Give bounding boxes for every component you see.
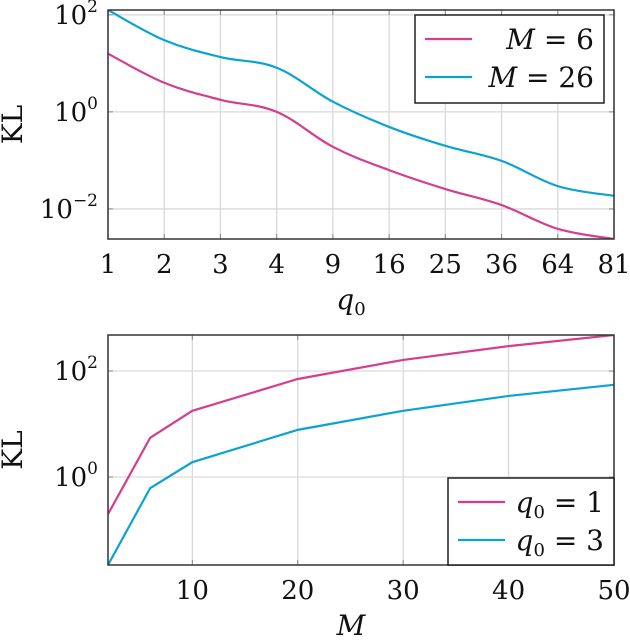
x-tick-label: 20 <box>281 576 314 606</box>
axes-frame <box>107 9 615 240</box>
series-line-2 <box>108 10 614 197</box>
legend: M = 6 M = 26 <box>414 14 605 104</box>
chart-1: 1 2 3 4 9 16 25 36 64 81 102 100 10−2 KL q0 M = 6 M = 26 <box>0 0 630 320</box>
series-line-2 <box>108 383 614 565</box>
legend-label: q0 = 3 <box>516 524 604 561</box>
legend: q0 = 1q0 = 3 <box>447 477 615 566</box>
x-tick-label: 64 <box>541 250 574 280</box>
y-axis-label: KL <box>0 105 29 145</box>
x-tick-label: 36 <box>485 250 518 280</box>
x-tick-label: 9 <box>325 250 342 280</box>
chart-2: 10 20 30 40 50 102 100 KL Mq0 = 1q0 = 3 <box>0 334 630 640</box>
legend-label: M = 6 <box>505 23 594 56</box>
y-tick-label: 100 <box>54 459 98 493</box>
y-axis-label: KL <box>0 430 29 470</box>
x-tick-label: 1 <box>100 250 117 280</box>
grid <box>107 10 615 239</box>
y-tick-label: 102 <box>54 0 98 31</box>
x-tick-label: 40 <box>492 576 525 606</box>
x-tick-label: 25 <box>429 250 462 280</box>
x-tick-label: 3 <box>212 250 229 280</box>
x-tick-label: 4 <box>268 250 285 280</box>
series-line-1 <box>108 335 614 515</box>
series-line-1 <box>108 52 614 239</box>
legend-label: M = 26 <box>487 61 594 94</box>
x-tick-label: 2 <box>156 250 173 280</box>
x-axis-label: q0 <box>336 283 365 320</box>
legend-item-1: M = 6 <box>425 23 594 56</box>
legend-label: q0 = 1 <box>516 486 604 523</box>
x-tick-label: 10 <box>176 576 209 606</box>
y-tick-label: 10−2 <box>40 191 98 225</box>
y-tick-label: 102 <box>54 353 98 387</box>
legend-item-1: q0 = 1 <box>458 486 604 523</box>
x-axis-label: M <box>336 609 367 640</box>
x-tick-label: 30 <box>387 576 420 606</box>
y-tick-label: 100 <box>54 94 98 128</box>
legend-item-2: q0 = 3 <box>458 524 604 561</box>
x-tick-label: 81 <box>597 250 630 280</box>
legend-item-2: M = 26 <box>425 61 594 94</box>
x-tick-label: 16 <box>373 250 406 280</box>
x-tick-label: 50 <box>597 576 630 606</box>
axes-frame <box>107 334 615 566</box>
